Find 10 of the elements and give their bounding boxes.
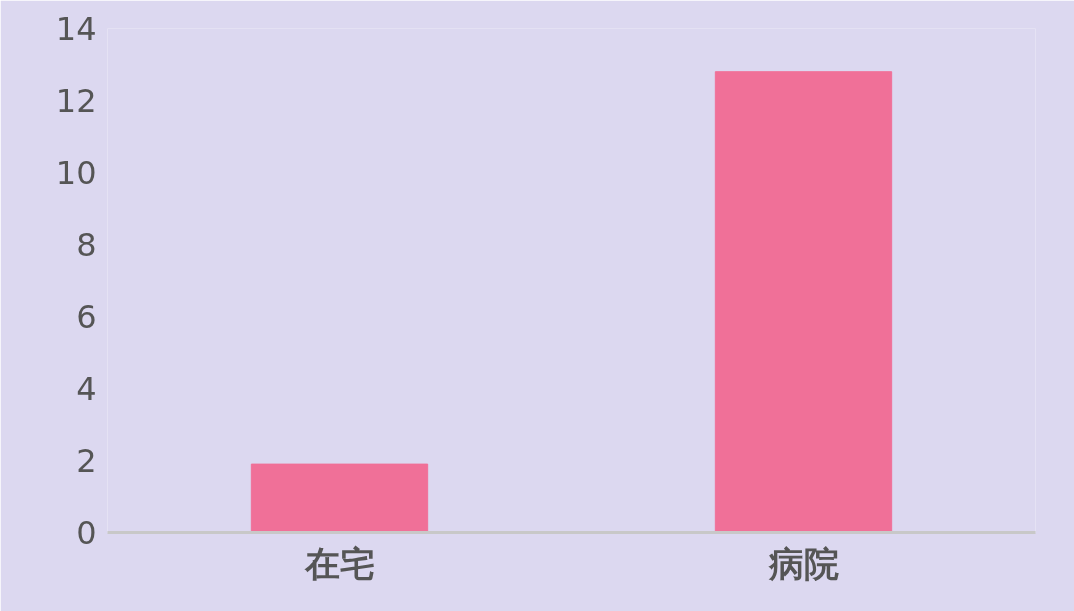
y-tick-label: 8 [76,226,97,264]
y-tick-label: 12 [55,82,97,120]
y-tick-label: 14 [55,10,97,48]
y-tick-label: 4 [76,370,97,408]
y-tick-label: 10 [55,154,97,192]
x-tick-label: 在宅 [303,543,375,584]
y-tick-label: 0 [76,514,97,552]
y-tick-label: 2 [76,442,97,480]
y-tick-label: 6 [76,298,97,336]
x-tick-label: 病院 [767,543,839,584]
